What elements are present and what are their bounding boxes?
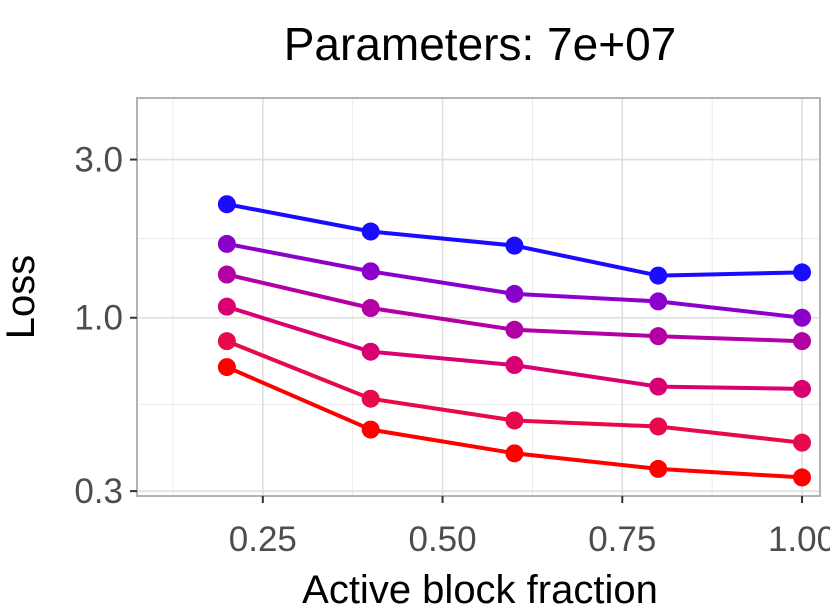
data-point [505, 444, 524, 463]
data-point [217, 297, 236, 316]
data-point [793, 379, 812, 398]
series-series-6 [217, 358, 812, 487]
data-series [217, 195, 812, 487]
x-axis-title: Active block fraction [302, 568, 658, 612]
x-tick-label: 0.25 [229, 520, 297, 559]
series-series-4 [217, 297, 812, 398]
series-series-2 [217, 234, 812, 327]
data-point [505, 411, 524, 430]
data-point [505, 236, 524, 255]
data-point [793, 433, 812, 452]
data-point [361, 389, 380, 408]
grid-lines [137, 98, 820, 496]
data-point [649, 417, 668, 436]
data-point [505, 320, 524, 339]
data-point [649, 377, 668, 396]
x-tick-label: 1.00 [768, 520, 830, 559]
data-point [649, 459, 668, 478]
data-point [793, 332, 812, 351]
series-series-3 [217, 265, 812, 351]
data-point [361, 299, 380, 318]
data-point [217, 195, 236, 214]
x-axis: 0.25 0.50 0.75 1.00 [229, 496, 830, 559]
panel-background [137, 98, 820, 496]
data-point [217, 265, 236, 284]
y-tick-label: 0.3 [74, 472, 123, 511]
y-tick-label: 1.0 [74, 299, 123, 338]
data-point [649, 327, 668, 346]
data-point [217, 234, 236, 253]
data-point [361, 342, 380, 361]
y-axis: 0.3 1.0 3.0 [74, 141, 137, 511]
series-series-1 [217, 195, 812, 285]
data-point [361, 222, 380, 241]
data-point [361, 262, 380, 281]
series-series-5 [217, 332, 812, 452]
data-point [793, 263, 812, 282]
data-point [505, 356, 524, 375]
data-point [649, 266, 668, 285]
x-tick-label: 0.50 [408, 520, 476, 559]
y-tick-label: 3.0 [74, 141, 123, 180]
y-axis-title: Loss [0, 255, 43, 340]
x-tick-label: 0.75 [588, 520, 656, 559]
data-point [361, 420, 380, 439]
plot-panel [136, 97, 821, 497]
data-point [793, 468, 812, 487]
data-point [217, 358, 236, 377]
data-point [505, 284, 524, 303]
data-point [217, 332, 236, 351]
data-point [649, 292, 668, 311]
data-point [793, 308, 812, 327]
panel-border [136, 97, 821, 497]
chart-title: Parameters: 7e+07 [284, 18, 677, 70]
